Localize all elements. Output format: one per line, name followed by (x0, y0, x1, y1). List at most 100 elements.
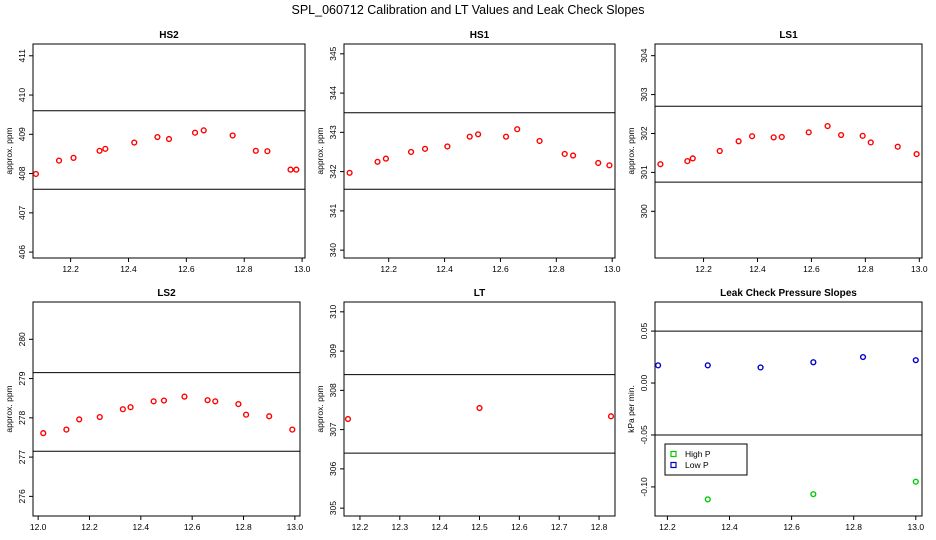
data-point (293, 166, 300, 173)
data-point (704, 496, 711, 503)
y-tick-label: 408 (17, 166, 27, 180)
y-tick-label: 301 (639, 165, 649, 179)
y-tick-label: 342 (328, 164, 338, 178)
data-point (778, 133, 785, 141)
x-tick-label: 12.6 (178, 264, 195, 274)
y-axis-label: approx. ppm (4, 385, 14, 432)
data-point (212, 398, 219, 405)
x-tick-label: 12.4 (721, 522, 738, 532)
x-tick-label: 12.8 (236, 264, 253, 274)
x-tick-label: 12.4 (749, 264, 766, 274)
data-point (96, 413, 103, 421)
x-tick-label: 13.0 (294, 264, 311, 274)
x-tick-label: 12.2 (81, 522, 98, 532)
y-axis-label: approx. ppm (4, 127, 14, 174)
x-tick-label: 12.4 (133, 522, 150, 532)
data-point (657, 161, 664, 168)
x-tick-label: 13.0 (911, 264, 928, 274)
x-tick-label: 13.0 (604, 264, 621, 274)
data-point (913, 151, 920, 158)
data-point (160, 397, 168, 404)
panel-title: HS2 (159, 30, 179, 41)
y-tick-label: 308 (328, 383, 338, 397)
data-point (382, 155, 390, 162)
data-point (55, 157, 63, 164)
data-point (859, 353, 867, 361)
data-point (810, 359, 817, 366)
data-point (867, 139, 874, 146)
panel-title: LS1 (779, 30, 798, 41)
panel-ls2: LS2 12.0 12.2 12.4 12.6 12.8 13.0 276 277 278 279 2… (4, 288, 303, 532)
data-point (40, 430, 47, 437)
y-tick-label: 277 (17, 450, 27, 464)
x-tick-label: 12.6 (184, 522, 201, 532)
y-tick-label: 305 (328, 501, 338, 515)
data-point (716, 147, 723, 155)
data-point (595, 159, 602, 167)
y-tick-label: 411 (17, 49, 27, 63)
legend-marker (670, 461, 677, 469)
legend-marker (670, 450, 677, 458)
x-tick-label: 12.4 (120, 264, 137, 274)
data-point (824, 122, 831, 130)
panel-ls1: LS1 12.2 12.4 12.6 12.8 13.0 300 301 302 303 304 ap… (626, 30, 928, 274)
data-point (514, 126, 521, 133)
plot-frame (654, 43, 923, 259)
data-point (154, 133, 161, 141)
plot-frame (343, 43, 616, 259)
x-tick-label: 12.2 (659, 522, 676, 532)
y-tick-label: 345 (328, 46, 338, 60)
data-point (127, 404, 134, 411)
data-point (204, 397, 211, 404)
y-tick-label: 279 (17, 371, 27, 385)
data-point (119, 406, 126, 413)
x-tick-label: 12.7 (551, 522, 568, 532)
data-point (444, 143, 451, 150)
x-tick-label: 12.4 (436, 264, 453, 274)
y-axis-label: approx. ppm (315, 385, 325, 432)
data-point (165, 135, 173, 143)
data-point (96, 147, 103, 154)
x-tick-label: 12.6 (783, 522, 800, 532)
data-point (912, 357, 919, 364)
data-point (181, 393, 188, 400)
y-tick-label: 276 (17, 489, 27, 503)
panel-leak-check: Leak Check Pressure Slopes 12.2 12.4 12.6 12… (626, 288, 924, 532)
y-tick-label: 0.05 (639, 323, 649, 340)
y-tick-label: 409 (17, 127, 27, 141)
data-point (70, 154, 77, 161)
data-point (264, 148, 271, 155)
x-tick-label: 12.6 (803, 264, 820, 274)
data-point (229, 132, 236, 139)
x-tick-label: 12.8 (235, 522, 252, 532)
plot-frame (654, 301, 923, 517)
x-tick-label: 12.2 (380, 264, 397, 274)
legend-box (664, 443, 748, 476)
y-tick-label: 0.00 (639, 374, 649, 391)
y-tick-label: 341 (328, 204, 338, 218)
data-point (266, 413, 273, 420)
panel-title: HS1 (470, 30, 490, 41)
data-point (837, 131, 845, 139)
data-point (131, 139, 138, 146)
y-tick-label: 344 (328, 86, 338, 100)
data-point (344, 415, 352, 423)
x-tick-label: 12.0 (30, 522, 47, 532)
y-axis-label: kPa per min. (626, 385, 636, 433)
data-point (421, 145, 429, 152)
x-tick-label: 12.8 (857, 264, 874, 274)
x-tick-label: 12.2 (352, 522, 369, 532)
data-point (569, 152, 577, 159)
x-tick-label: 12.6 (492, 264, 509, 274)
y-tick-label: 410 (17, 88, 27, 102)
x-tick-label: 12.8 (591, 522, 608, 532)
data-point (242, 411, 250, 418)
data-point (655, 362, 662, 369)
y-axis-label: approx. ppm (315, 127, 325, 174)
x-tick-label: 12.5 (471, 522, 488, 532)
x-tick-label: 12.2 (62, 264, 79, 274)
data-point (289, 426, 296, 433)
legend-label: Low P (685, 460, 709, 470)
data-point (252, 147, 259, 154)
x-tick-label: 12.2 (695, 264, 712, 274)
